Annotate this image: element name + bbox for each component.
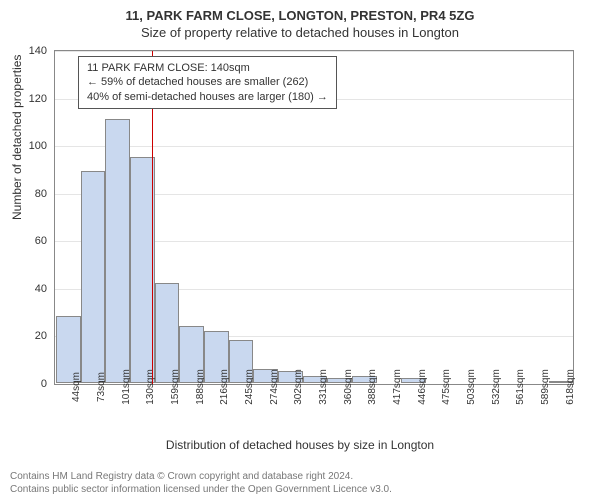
gridline [55,51,573,52]
histogram-bar [81,171,106,383]
y-tick-label: 40 [35,283,47,295]
copyright-text: Contains HM Land Registry data © Crown c… [10,470,392,496]
annotation-box: 11 PARK FARM CLOSE: 140sqm ← 59% of deta… [78,56,337,109]
x-tick-label: 446sqm [417,369,428,405]
x-tick-label: 360sqm [343,369,354,405]
histogram-bar [130,157,155,383]
x-tick-label: 388sqm [367,369,378,405]
y-tick-label: 20 [35,330,47,342]
annotation-line1: 11 PARK FARM CLOSE: 140sqm [87,61,328,75]
x-tick-label: 302sqm [293,369,304,405]
chart-title-main: 11, PARK FARM CLOSE, LONGTON, PRESTON, P… [0,0,600,23]
x-tick-label: 331sqm [318,369,329,405]
annotation-line2: ← 59% of detached houses are smaller (26… [87,75,328,89]
x-tick-label: 618sqm [565,369,576,405]
x-tick-label: 475sqm [441,369,452,405]
x-tick-label: 417sqm [392,369,403,405]
x-tick-label: 532sqm [491,369,502,405]
y-tick-label: 0 [41,378,47,390]
y-axis-label: Number of detached properties [10,55,24,220]
chart-area: 02040608010012014044sqm73sqm101sqm130sqm… [54,50,574,420]
y-tick-label: 80 [35,188,47,200]
x-axis-label: Distribution of detached houses by size … [0,438,600,452]
y-tick-label: 60 [35,235,47,247]
copyright-line2: Contains public sector information licen… [10,483,392,496]
histogram-bar [155,283,180,383]
y-tick-label: 140 [29,45,47,57]
y-tick-label: 120 [29,93,47,105]
x-tick-label: 561sqm [515,369,526,405]
x-tick-label: 503sqm [466,369,477,405]
x-tick-label: 589sqm [540,369,551,405]
chart-title-sub: Size of property relative to detached ho… [0,23,600,40]
gridline [55,146,573,147]
annotation-line3: 40% of semi-detached houses are larger (… [87,90,328,104]
y-tick-label: 100 [29,140,47,152]
histogram-bar [105,119,130,383]
copyright-line1: Contains HM Land Registry data © Crown c… [10,470,392,483]
